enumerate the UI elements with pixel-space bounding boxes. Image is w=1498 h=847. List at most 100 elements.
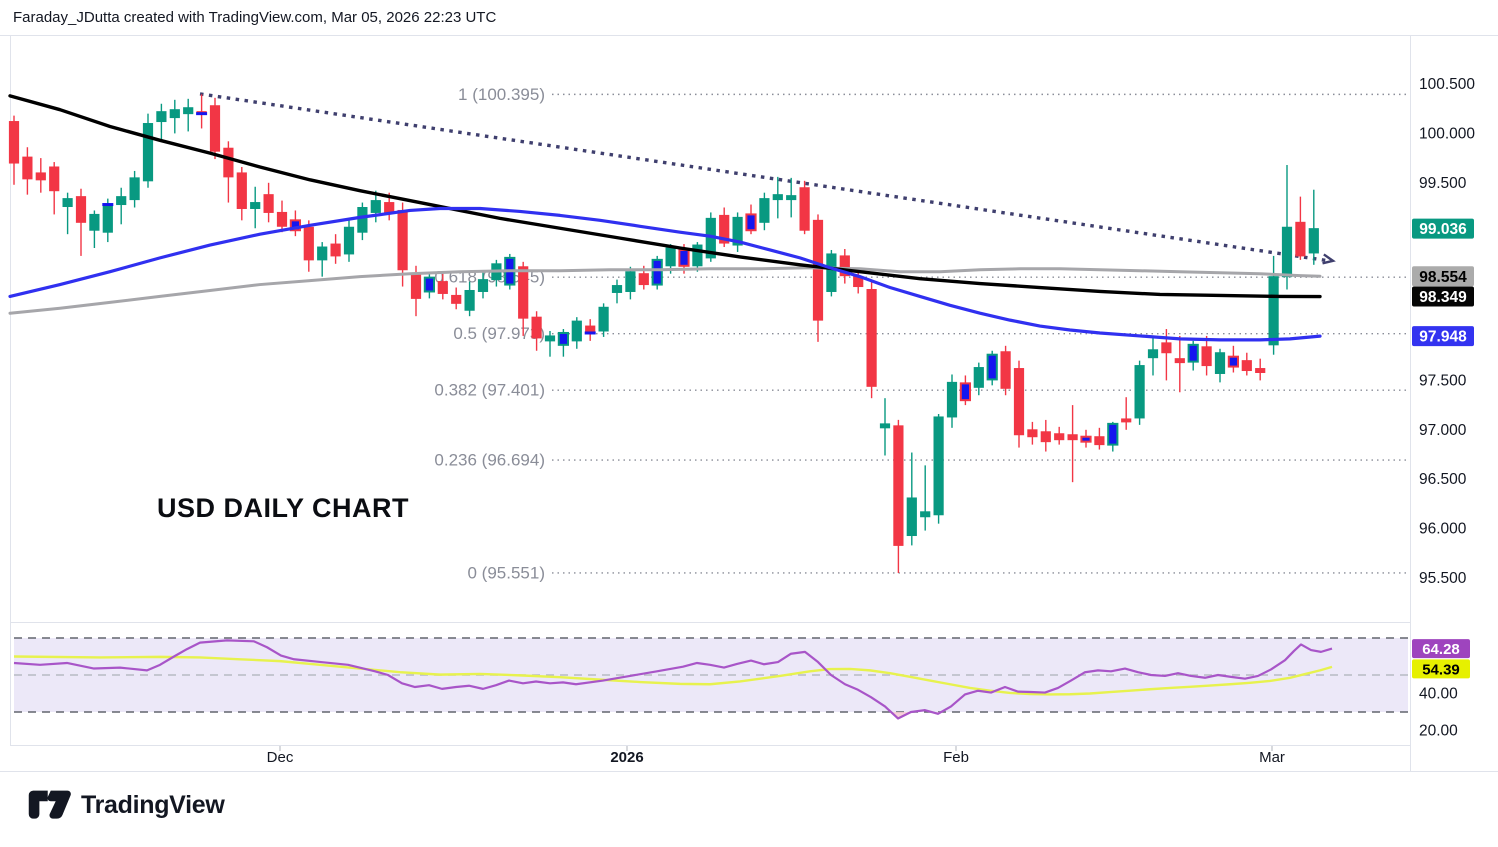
- time-axis-label: Mar: [1259, 749, 1285, 766]
- candle-body: [719, 214, 730, 244]
- candle-body: [692, 244, 703, 267]
- candle-body: [102, 204, 113, 233]
- price-tick-label: 99.500: [1419, 175, 1467, 192]
- tradingview-logo-icon: [28, 790, 71, 819]
- candle-body: [370, 200, 381, 213]
- candle-body: [75, 196, 87, 223]
- candle-body: [759, 198, 770, 223]
- candle-body: [62, 198, 73, 208]
- candle-body: [1187, 343, 1199, 363]
- tradingview-logo-text: TradingView: [81, 790, 225, 819]
- candle-body: [22, 156, 33, 180]
- candle-body: [531, 316, 542, 339]
- candle-body: [745, 213, 757, 232]
- candle-body: [866, 289, 877, 387]
- candle-body: [451, 294, 462, 304]
- candle-body: [557, 331, 569, 346]
- rsi-pane[interactable]: 40.00 20.00 64.28 54.39: [13, 637, 1470, 740]
- candle-body: [1295, 221, 1306, 257]
- candle-body: [1308, 228, 1319, 254]
- candle-body: [317, 246, 328, 261]
- candle-body: [1241, 360, 1252, 372]
- candle-body: [812, 219, 824, 321]
- candle-body: [223, 147, 234, 178]
- candle-body: [343, 226, 355, 255]
- candle-body: [183, 107, 194, 115]
- candle-body: [598, 306, 609, 332]
- candle-body: [1054, 433, 1065, 441]
- price-tick-label: 96.000: [1419, 521, 1467, 538]
- candle-body: [410, 273, 422, 299]
- candle-body: [1027, 429, 1038, 438]
- chart-attribution: Faraday_JDutta created with TradingView.…: [13, 9, 497, 26]
- candle-open-close-mark: [196, 112, 208, 116]
- candle-body: [799, 187, 810, 231]
- fib-label: 0.382 (97.401): [434, 381, 545, 400]
- rsi-value-badge: [1412, 639, 1470, 659]
- time-axis-label: Dec: [267, 749, 294, 766]
- ma-blue-badge-label: 97.948: [1419, 329, 1467, 346]
- candle-body: [169, 109, 180, 119]
- candle-body: [1134, 365, 1145, 419]
- candle-body: [1161, 342, 1172, 354]
- candle-body: [611, 285, 623, 293]
- candle-body: [1080, 435, 1092, 443]
- candle-body: [879, 423, 891, 429]
- candle-body: [142, 123, 154, 182]
- price-tick-label: 97.500: [1419, 372, 1467, 389]
- price-scale[interactable]: 100.500 100.000 99.500 97.500 97.000 96.500 96…: [1412, 76, 1475, 587]
- fib-label: 0.236 (96.694): [434, 451, 545, 470]
- candle-body: [357, 207, 368, 233]
- fib-label: 0.5 (97.973): [453, 324, 545, 343]
- candle-body: [826, 253, 837, 292]
- candle-body: [49, 166, 60, 192]
- candle-body: [209, 105, 221, 152]
- candle-body: [678, 248, 690, 267]
- candle-body: [477, 279, 489, 292]
- candle-body: [518, 266, 529, 319]
- candle-body: [1268, 276, 1279, 346]
- ma-black-badge: [1412, 286, 1474, 307]
- candle-body: [303, 226, 314, 261]
- candle-body: [384, 202, 395, 213]
- rsi-value-badge-label: 64.28: [1422, 641, 1460, 658]
- candle-body: [1214, 352, 1226, 374]
- rsi-signal-badge-label: 54.39: [1422, 661, 1460, 678]
- time-axis[interactable]: Dec 2026 Feb Mar: [267, 746, 1285, 766]
- trendline[interactable]: [199, 92, 1336, 265]
- price-tick-label: 95.500: [1419, 570, 1467, 587]
- candle-body: [946, 381, 958, 418]
- time-axis-label: 2026: [610, 749, 643, 766]
- candle-body: [1040, 431, 1051, 443]
- candle-body: [276, 211, 288, 227]
- candle-open-close-mark: [102, 203, 114, 207]
- candle-body: [893, 425, 904, 546]
- candle-body: [973, 367, 984, 388]
- candle-body: [1121, 418, 1132, 423]
- rsi-tick-label: 40.00: [1419, 686, 1458, 703]
- price-tick-label: 100.000: [1419, 125, 1475, 142]
- candle-body: [1013, 368, 1025, 436]
- ma-gray-badge-label: 98.554: [1419, 269, 1467, 286]
- fib-label: 1 (100.395): [458, 85, 545, 104]
- rsi-signal-badge: [1412, 659, 1470, 679]
- candle-body: [1147, 349, 1159, 359]
- candle-body: [263, 194, 274, 213]
- candle-body: [1000, 351, 1011, 389]
- candle-body: [1107, 422, 1119, 446]
- candle-body: [156, 111, 167, 123]
- candle-body: [933, 416, 944, 516]
- candle-body: [959, 382, 971, 402]
- candle-body: [289, 219, 301, 232]
- candle-body: [665, 247, 676, 267]
- tradingview-logo[interactable]: TradingView: [28, 789, 225, 821]
- watermark-title: USD DAILY CHART: [157, 493, 410, 523]
- ma-blue-badge: [1412, 326, 1474, 347]
- candle-body: [397, 209, 408, 271]
- candle-body: [638, 273, 649, 286]
- ma-black-badge-label: 98.349: [1419, 289, 1467, 306]
- last-price-badge-label: 99.036: [1419, 221, 1467, 238]
- candle-body: [986, 353, 998, 381]
